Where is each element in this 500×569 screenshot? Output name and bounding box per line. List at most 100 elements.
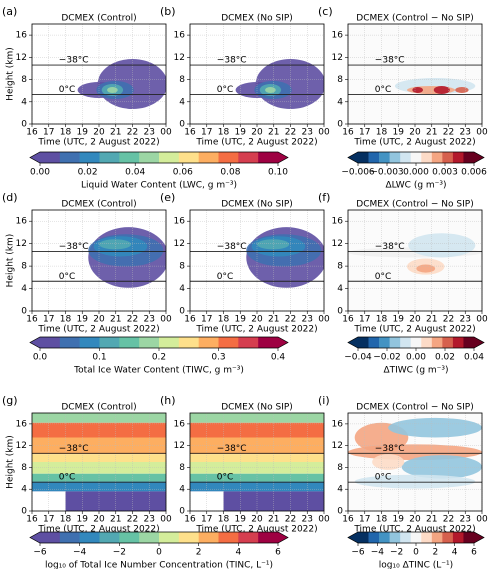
y-tick-label: 4 [337,485,343,495]
x-tick-label: 20 [409,515,421,525]
colorbar-segment [431,337,443,348]
x-tick-label: 23 [144,515,155,525]
colorbar-segment [238,532,259,543]
y-tick-label: 0 [179,507,185,517]
colorbar-segment [421,337,433,348]
colorbar-segment [442,337,454,348]
x-tick-label: 00 [318,515,330,525]
x-tick-label: 17 [43,515,54,525]
x-tick-label: 16 [342,515,354,525]
colorbar-tick-label: −4 [371,548,385,558]
colorbar-segment [358,337,369,348]
x-tick-label: 00 [318,315,330,325]
colorbar-tick-label: 4 [452,548,458,558]
x-tick-label: 19 [393,515,405,525]
x-tick-label: 20 [93,315,105,325]
x-tick-label: 22 [285,315,296,325]
x-tick-label: 21 [268,515,279,525]
field-blob [455,87,469,93]
colorbar-tick-label: 0.06 [173,168,193,178]
colorbar-segment [159,337,180,348]
isotherm-label: 0°C [375,85,392,95]
colorbar-segment [218,532,239,543]
x-tick-label: 00 [476,515,488,525]
colorbar-extend [348,337,358,348]
x-tick-label: 20 [409,315,421,325]
colorbar-tick-label: 6 [275,548,281,558]
colorbar-tick-label: −4 [73,548,87,558]
y-tick-label: 16 [332,31,344,41]
colorbar-segment [368,152,380,163]
y-tick-label: 16 [16,419,28,429]
colorbar-segment [40,152,61,163]
colorbar-tick-label: 0.00 [406,353,426,363]
x-tick-label: 18 [60,128,72,138]
colorbar-tick-label: −2 [390,548,403,558]
y-tick-label: 4 [179,485,185,495]
panel-label: (i) [318,394,330,407]
field-blob [412,87,424,93]
isotherm-label: −38°C [217,56,247,66]
x-tick-label: 18 [218,515,230,525]
y-tick-label: 0 [337,507,343,517]
colorbar: −0.04 −0.02 0.00 0.02 0.04 ΔTIWC (g m⁻³) [344,336,485,376]
y-tick-label: 4 [337,284,343,294]
y-tick-label: 8 [21,262,27,272]
colorbar: −6 −4 −2 0 2 4 6 log₁₀ ΔTINC (L⁻¹) [347,531,485,569]
x-axis-label: Time (UTC, 2 August 2022) [195,325,317,335]
colorbar-tick-label: 0.006 [461,168,487,178]
field-blob [257,239,290,250]
x-tick-label: 19 [235,128,247,138]
panel: 16 17 18 19 20 21 22 23 000481216−38°C0°C(a)DCME… [2,5,172,148]
x-tick-label: 17 [43,128,54,138]
colorbar-segment [218,337,239,348]
colorbar-segment [198,532,219,543]
colorbar-segment [159,152,180,163]
isotherm-label: 0°C [59,272,76,282]
x-tick-label: 23 [460,315,471,325]
colorbar-segment [463,532,475,543]
colorbar-segment [258,337,279,348]
x-tick-label: 21 [426,515,437,525]
x-tick-label: 00 [160,128,172,138]
colorbar-segment [389,337,401,348]
x-axis-label: Time (UTC, 2 August 2022) [353,325,475,335]
x-tick-label: 20 [409,128,421,138]
y-tick-label: 0 [21,120,27,130]
x-tick-label: 17 [359,128,370,138]
colorbar-tick-label: 2 [196,548,202,558]
y-axis-label: Height (km) [6,234,16,288]
colorbar-segment [368,337,380,348]
x-tick-label: 17 [201,128,212,138]
x-tick-label: 17 [201,315,212,325]
panel-label: (e) [160,191,175,204]
panel: 16 17 18 19 20 21 22 23 000481216−38°C0°C(c)DCME… [318,5,488,148]
colorbar-segment [379,337,390,348]
colorbar: 0.00 0.02 0.04 0.06 0.08 0.10 Liquid Water Con… [29,151,289,191]
x-tick-label: 22 [285,128,296,138]
panel-title: DCMEX (Control − No SIP) [356,403,473,413]
frame [189,209,325,312]
x-axis-label: Time (UTC, 2 August 2022) [37,525,159,535]
y-tick-label: 8 [337,262,343,272]
x-tick-label: 22 [443,515,454,525]
colorbar-segment [442,532,454,543]
colorbar-segment [358,152,369,163]
y-tick-label: 12 [16,239,27,249]
x-tick-label: 16 [26,128,38,138]
colorbar-tick-label: 0.1 [92,353,106,363]
colorbar-segment [431,532,443,543]
panel-title: DCMEX (Control) [61,200,136,210]
x-tick-label: 16 [184,515,196,525]
colorbar-extend [474,152,484,163]
x-tick-label: 21 [110,515,121,525]
colorbar-tick-label: 0.02 [78,168,98,178]
field-blob [99,239,132,250]
colorbar-segment [358,532,369,543]
y-tick-label: 12 [174,53,185,63]
colorbar-segment [421,532,433,543]
field-blob [433,86,450,94]
colorbar-segment [59,337,80,348]
field-blob [265,87,276,93]
